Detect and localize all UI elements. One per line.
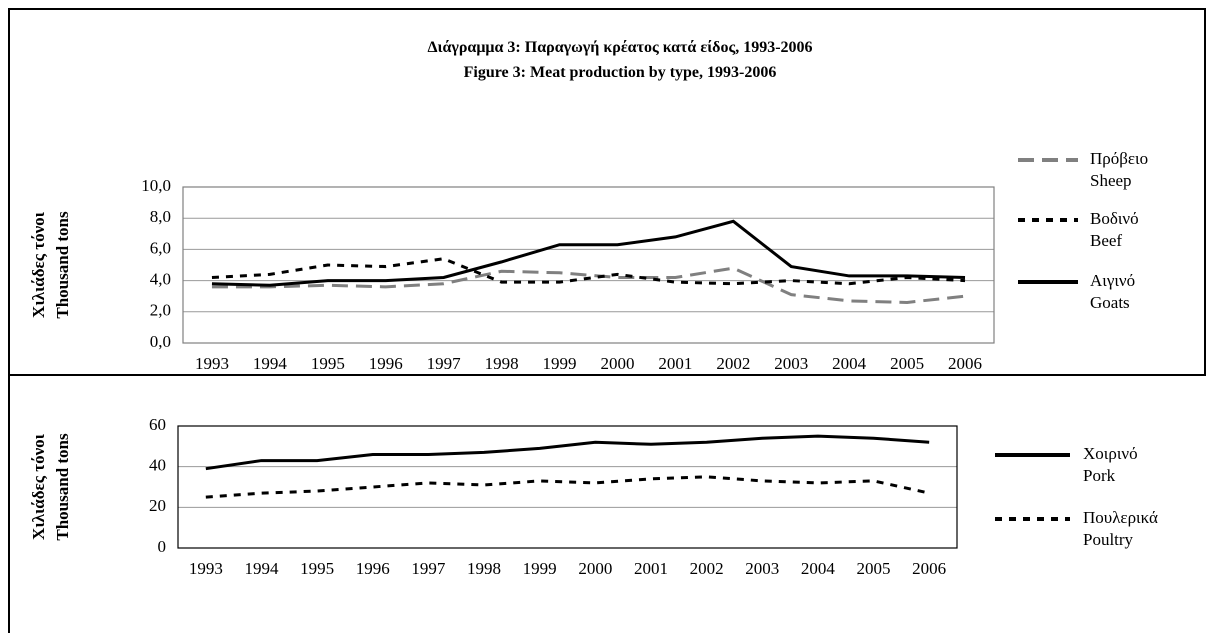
legend-label: Πουλερικά Poultry <box>1083 508 1158 549</box>
series-line <box>211 219 966 287</box>
series-line <box>205 434 930 471</box>
x-tick-label: 1998 <box>467 559 501 578</box>
x-tick-label: 1994 <box>253 354 288 373</box>
chart-title: Διάγραμμα 3: Παραγωγή κρέατος κατά είδος… <box>427 39 812 81</box>
y-tick-label: 6,0 <box>150 238 171 257</box>
x-tick-label: 1995 <box>311 354 345 373</box>
x-tick-label: 1999 <box>523 559 557 578</box>
legend-label: Βοδινό Beef <box>1090 209 1139 250</box>
x-tick-label: 1998 <box>485 354 519 373</box>
y-tick-label: 40 <box>149 456 166 475</box>
y-tick-label: 2,0 <box>150 301 171 320</box>
frame <box>8 8 1206 633</box>
x-tick-label: 1994 <box>244 559 279 578</box>
series-line <box>211 266 966 304</box>
x-tick-label: 2001 <box>658 354 692 373</box>
x-tick-label: 2004 <box>801 559 836 578</box>
x-tick-label: 1996 <box>356 559 390 578</box>
x-tick-label: 1993 <box>195 354 229 373</box>
x-tick-label: 1997 <box>411 559 446 578</box>
x-tick-label: 2004 <box>832 354 867 373</box>
legend-label: Πρόβειο Sheep <box>1090 149 1148 190</box>
legend-label: Χοιρινό Pork <box>1083 444 1138 485</box>
y-tick-label: 10,0 <box>141 176 171 195</box>
x-tick-label: 1995 <box>300 559 334 578</box>
series-line <box>211 257 966 286</box>
x-tick-label: 2003 <box>745 559 779 578</box>
plot-frame <box>182 186 995 344</box>
x-tick-label: 2000 <box>600 354 634 373</box>
x-tick-label: 2006 <box>948 354 982 373</box>
y-axis-label: Χιλιάδες τόνοι Thousand tons <box>29 433 72 541</box>
x-tick-label: 2000 <box>578 559 612 578</box>
x-tick-label: 2002 <box>690 559 724 578</box>
legend-label: Αιγινό Goats <box>1090 271 1135 312</box>
x-tick-label: 2005 <box>890 354 924 373</box>
x-tick-label: 2006 <box>912 559 946 578</box>
x-tick-label: 1996 <box>369 354 403 373</box>
x-tick-label: 2002 <box>716 354 750 373</box>
y-tick-label: 4,0 <box>150 270 171 289</box>
y-tick-label: 0 <box>158 537 167 556</box>
y-tick-label: 20 <box>149 496 166 515</box>
y-tick-label: 0,0 <box>150 332 171 351</box>
series-line <box>205 475 930 499</box>
x-tick-label: 2003 <box>774 354 808 373</box>
x-tick-label: 1999 <box>543 354 577 373</box>
x-tick-label: 1997 <box>427 354 462 373</box>
y-tick-label: 8,0 <box>150 207 171 226</box>
x-tick-label: 2005 <box>857 559 891 578</box>
x-tick-label: 2001 <box>634 559 668 578</box>
y-axis-label: Χιλιάδες τόνοι Thousand tons <box>29 211 72 319</box>
y-tick-label: 60 <box>149 415 166 434</box>
x-tick-label: 1993 <box>189 559 223 578</box>
plot-frame <box>177 425 958 549</box>
